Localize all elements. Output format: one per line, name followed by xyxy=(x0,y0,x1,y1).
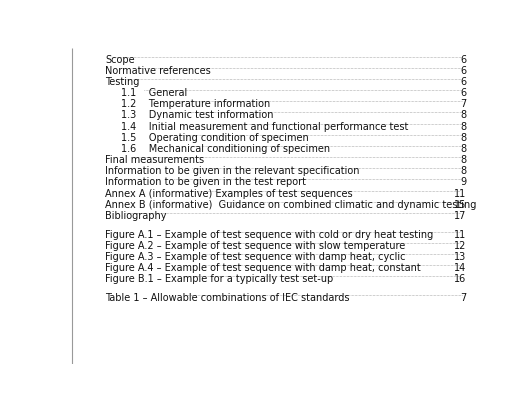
Text: Table 1 – Allowable combinations of IEC standards: Table 1 – Allowable combinations of IEC … xyxy=(105,292,350,303)
Text: Annex B (informative)  Guidance on combined climatic and dynamic testing: Annex B (informative) Guidance on combin… xyxy=(105,199,477,209)
Text: 1.3    Dynamic test information: 1.3 Dynamic test information xyxy=(121,110,273,120)
Text: 1.6    Mechanical conditioning of specimen: 1.6 Mechanical conditioning of specimen xyxy=(121,144,330,153)
Text: Figure B.1 – Example for a typically test set-up: Figure B.1 – Example for a typically tes… xyxy=(105,274,334,284)
Text: 1.4    Initial measurement and functional performance test: 1.4 Initial measurement and functional p… xyxy=(121,121,408,131)
Text: Figure A.4 – Example of test sequence with damp heat, constant: Figure A.4 – Example of test sequence wi… xyxy=(105,263,421,272)
Text: 11: 11 xyxy=(454,188,467,198)
Text: 1.5    Operating condition of specimen: 1.5 Operating condition of specimen xyxy=(121,133,309,142)
Text: 8: 8 xyxy=(460,144,467,153)
Text: 16: 16 xyxy=(454,274,467,284)
Text: Annex A (informative) Examples of test sequences: Annex A (informative) Examples of test s… xyxy=(105,188,353,198)
Text: Bibliography: Bibliography xyxy=(105,210,167,220)
Text: 8: 8 xyxy=(460,133,467,142)
Text: 8: 8 xyxy=(460,166,467,176)
Text: 8: 8 xyxy=(460,110,467,120)
Text: Figure A.2 – Example of test sequence with slow temperature: Figure A.2 – Example of test sequence wi… xyxy=(105,240,405,250)
Text: 6: 6 xyxy=(460,54,467,65)
Text: Information to be given in the relevant specification: Information to be given in the relevant … xyxy=(105,166,360,176)
Text: Final measurements: Final measurements xyxy=(105,155,204,165)
Text: 11: 11 xyxy=(454,229,467,239)
Text: 6: 6 xyxy=(460,65,467,76)
Text: Figure A.3 – Example of test sequence with damp heat, cyclic: Figure A.3 – Example of test sequence wi… xyxy=(105,252,406,261)
Text: 15: 15 xyxy=(454,199,467,209)
Text: 8: 8 xyxy=(460,155,467,165)
Text: 7: 7 xyxy=(460,292,467,303)
Text: Figure A.1 – Example of test sequence with cold or dry heat testing: Figure A.1 – Example of test sequence wi… xyxy=(105,229,434,239)
Text: Information to be given in the test report: Information to be given in the test repo… xyxy=(105,177,306,187)
Text: 9: 9 xyxy=(460,177,467,187)
Text: Scope: Scope xyxy=(105,54,135,65)
Text: 8: 8 xyxy=(460,121,467,131)
Text: 6: 6 xyxy=(460,77,467,87)
Text: 7: 7 xyxy=(460,99,467,109)
Text: 12: 12 xyxy=(454,240,467,250)
Text: 1.2    Temperature information: 1.2 Temperature information xyxy=(121,99,270,109)
Text: 17: 17 xyxy=(454,210,467,220)
Text: Testing: Testing xyxy=(105,77,139,87)
Text: Normative references: Normative references xyxy=(105,65,211,76)
Text: 6: 6 xyxy=(460,88,467,98)
Text: 13: 13 xyxy=(454,252,467,261)
Text: 1.1    General: 1.1 General xyxy=(121,88,187,98)
Text: 14: 14 xyxy=(454,263,467,272)
